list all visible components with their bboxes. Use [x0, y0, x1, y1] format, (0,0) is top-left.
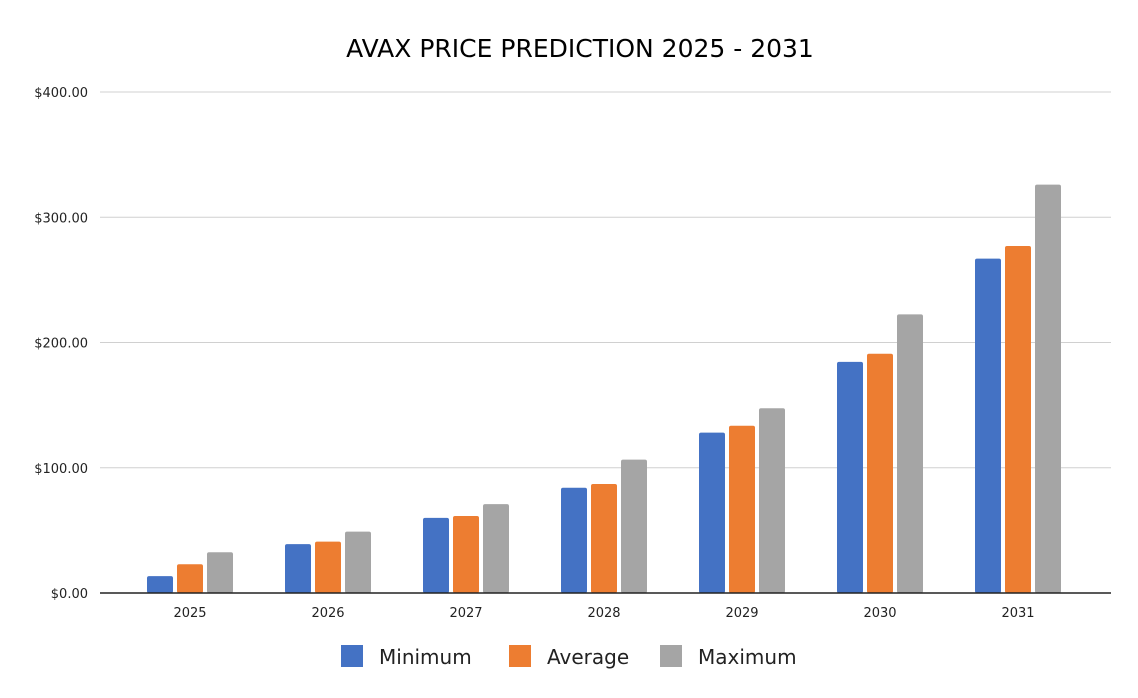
bar-maximum-2030: [897, 314, 923, 593]
x-tick-label: 2031: [1001, 606, 1034, 621]
bars: [147, 184, 1061, 593]
bar-minimum-2031: [975, 258, 1001, 593]
x-tick-label: 2027: [449, 606, 482, 621]
legend-item-minimum: Minimum: [341, 645, 472, 669]
bar-minimum-2029: [699, 432, 725, 593]
bar-maximum-2029: [759, 408, 785, 593]
legend: Minimum Average Maximum: [341, 645, 797, 669]
x-tick-label: 2026: [311, 606, 344, 621]
bar-average-2031: [1005, 246, 1031, 593]
bar-maximum-2031: [1035, 184, 1061, 593]
legend-label: Minimum: [379, 645, 472, 669]
gridlines: [100, 91, 1111, 469]
x-axis-tick-labels: 2025 2026 2027 2028 2029 2030 2031: [173, 606, 1034, 621]
legend-item-average: Average: [509, 645, 629, 669]
y-tick-label: $100.00: [34, 462, 88, 477]
y-tick-label: $200.00: [34, 337, 88, 352]
legend-item-maximum: Maximum: [660, 645, 797, 669]
bar-maximum-2026: [345, 531, 371, 593]
chart-title: AVAX PRICE PREDICTION 2025 - 2031: [346, 34, 814, 63]
bar-maximum-2028: [621, 459, 647, 593]
bar-minimum-2025: [147, 576, 173, 593]
legend-swatch: [660, 645, 682, 667]
legend-label: Maximum: [698, 645, 797, 669]
x-tick-label: 2028: [587, 606, 620, 621]
x-tick-label: 2025: [173, 606, 206, 621]
y-axis-tick-labels: $0.00 $100.00 $200.00 $300.00 $400.00: [34, 86, 88, 602]
bar-average-2029: [729, 425, 755, 593]
y-tick-label: $0.00: [51, 587, 88, 602]
bar-maximum-2025: [207, 552, 233, 593]
legend-swatch: [341, 645, 363, 667]
legend-label: Average: [547, 645, 629, 669]
bar-average-2027: [453, 515, 479, 593]
y-tick-label: $400.00: [34, 86, 88, 101]
bar-minimum-2026: [285, 544, 311, 593]
bar-average-2025: [177, 564, 203, 593]
bar-minimum-2028: [561, 487, 587, 593]
bar-minimum-2027: [423, 517, 449, 593]
x-tick-label: 2030: [863, 606, 896, 621]
bar-maximum-2027: [483, 504, 509, 593]
legend-swatch: [509, 645, 531, 667]
bar-average-2030: [867, 353, 893, 593]
y-tick-label: $300.00: [34, 211, 88, 226]
x-tick-label: 2029: [725, 606, 758, 621]
bar-average-2028: [591, 484, 617, 593]
bar-average-2026: [315, 541, 341, 593]
bar-minimum-2030: [837, 361, 863, 593]
